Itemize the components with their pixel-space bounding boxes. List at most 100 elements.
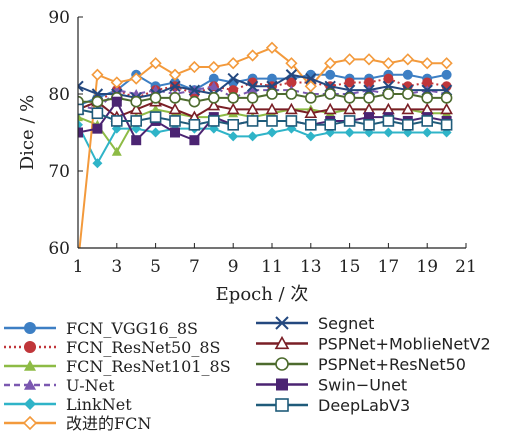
y-tick-label: 60	[48, 239, 70, 259]
legend-marker	[276, 378, 288, 391]
series-layer	[78, 41, 453, 248]
legend-item: PSPNet+ResNet50	[256, 355, 466, 374]
legend-marker	[275, 316, 289, 330]
legend-marker	[24, 322, 36, 334]
x-axis-title: Epoch / 次	[216, 284, 309, 305]
data-point	[227, 92, 239, 104]
legend-item: Segnet	[256, 314, 374, 333]
data-point	[266, 115, 278, 127]
data-point	[247, 85, 258, 95]
data-point	[305, 72, 317, 85]
data-point	[169, 80, 181, 93]
data-point	[343, 53, 356, 66]
data-point	[111, 96, 122, 107]
data-point	[91, 95, 104, 108]
data-point	[343, 102, 356, 115]
data-point	[383, 73, 394, 84]
data-point	[92, 123, 103, 134]
data-point	[440, 92, 453, 104]
data-point	[207, 98, 221, 111]
x-tick-label: 7	[189, 257, 200, 277]
data-point	[285, 115, 298, 127]
data-point	[324, 119, 337, 131]
data-point	[78, 80, 84, 93]
data-point	[304, 106, 318, 119]
data-point	[78, 103, 84, 116]
data-point	[150, 104, 161, 114]
data-point	[421, 115, 434, 127]
data-point	[440, 119, 453, 131]
data-point	[91, 107, 104, 120]
legend-label: Swin−Unet	[318, 376, 407, 395]
data-point	[382, 115, 395, 127]
data-point	[131, 135, 142, 146]
x-tick-label: 11	[261, 257, 283, 277]
data-point	[304, 80, 317, 93]
data-point	[324, 88, 337, 100]
y-axis-title: Dice / %	[17, 95, 38, 171]
data-point	[208, 92, 220, 104]
data-point	[168, 68, 182, 81]
legend-label: FCN_VGG16_8S	[66, 319, 198, 338]
data-point	[440, 102, 453, 115]
data-point	[343, 92, 356, 104]
data-point	[325, 69, 336, 80]
data-point	[130, 115, 142, 127]
legend-marker	[24, 341, 36, 353]
data-point	[246, 115, 259, 127]
legend-label: 改进的FCN	[66, 414, 151, 433]
data-point	[207, 60, 220, 74]
data-point	[285, 57, 298, 70]
data-point	[267, 73, 277, 84]
data-point	[383, 127, 394, 138]
legend-item: FCN_ResNet101_8S	[4, 357, 231, 376]
legend-marker	[24, 360, 36, 371]
data-point	[304, 92, 317, 104]
data-point	[422, 127, 433, 138]
x-tick-label: 15	[339, 257, 361, 277]
data-point	[382, 88, 395, 100]
data-point	[440, 57, 453, 70]
data-point	[266, 88, 278, 100]
legend-label: LinkNet	[66, 395, 132, 414]
x-tick-label: 19	[416, 257, 438, 277]
legend-label: PSPNet+MoblieNetV2	[318, 335, 491, 354]
legend-label: DeepLabV3	[318, 396, 410, 415]
data-point	[130, 72, 143, 85]
legend: FCN_VGG16_8SFCN_ResNet50_8SFCN_ResNet101…	[4, 314, 491, 433]
data-point	[305, 131, 316, 142]
data-point	[382, 57, 395, 70]
data-point	[401, 119, 414, 131]
data-point	[170, 127, 180, 138]
data-point	[227, 72, 239, 85]
legend-item: U-Net	[4, 376, 115, 395]
y-tick-label: 70	[48, 162, 70, 182]
data-point	[227, 57, 240, 70]
legend-label: FCN_ResNet50_8S	[66, 338, 220, 357]
data-point	[421, 57, 434, 70]
data-point	[363, 119, 375, 131]
data-point	[169, 92, 181, 104]
data-point	[364, 112, 374, 123]
series-5	[78, 41, 453, 248]
legend-item: LinkNet	[4, 395, 132, 414]
data-point	[265, 41, 279, 54]
x-tick-label: 21	[455, 257, 477, 277]
legend-item: PSPNet+MoblieNetV2	[256, 335, 491, 354]
x-tick-label: 3	[111, 257, 122, 277]
series-0	[78, 69, 452, 111]
data-point	[247, 131, 258, 142]
data-point	[188, 84, 201, 96]
data-point	[344, 77, 355, 88]
data-point	[188, 60, 201, 74]
data-point	[246, 80, 259, 93]
data-point	[285, 69, 298, 81]
data-point	[91, 68, 104, 81]
x-tick-label: 9	[228, 257, 239, 277]
data-point	[363, 92, 375, 104]
legend-marker	[274, 335, 290, 350]
data-point	[169, 115, 181, 127]
x-tick-label: 13	[300, 257, 322, 277]
